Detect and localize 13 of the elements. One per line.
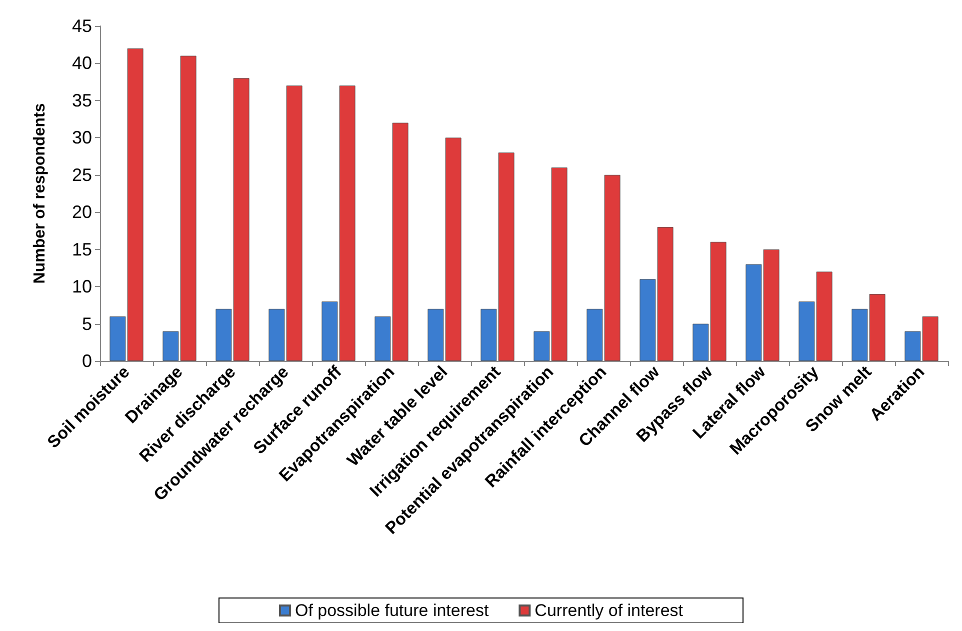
legend-label: Currently of interest [534,601,684,620]
y-tick-label: 5 [82,314,92,334]
y-tick-label: 15 [72,239,92,260]
y-axis-title: Number of respondents [32,103,48,284]
y-tick-label: 45 [72,16,92,36]
y-tick-label: 35 [72,90,92,110]
y-tick-label: 10 [72,276,92,297]
y-tick-label: 40 [72,53,92,74]
y-tick-label: 30 [72,128,92,148]
y-tick-label: 25 [72,164,92,185]
y-tick-label: 0 [82,351,92,371]
legend-label: Of possible future interest [294,601,489,620]
y-tick-label: 20 [72,202,92,222]
